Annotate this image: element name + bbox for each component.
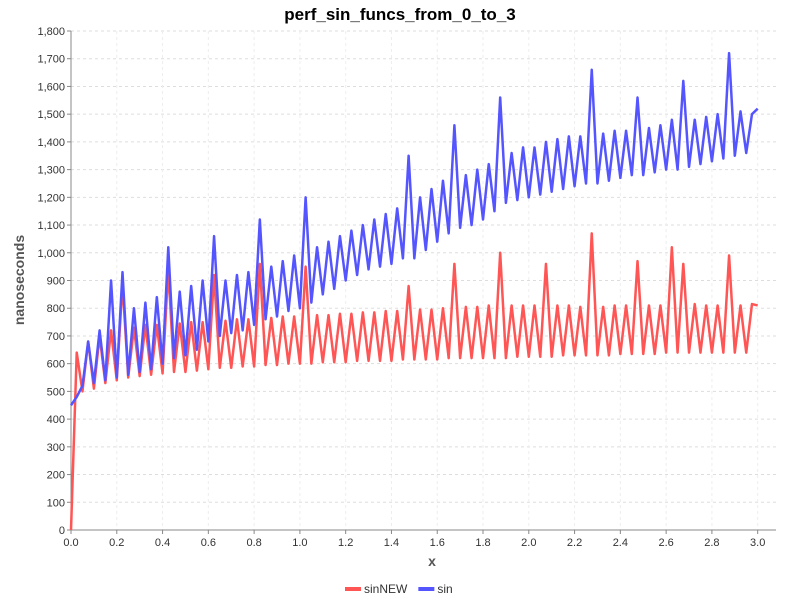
x-tick-label: 2.8 <box>704 537 719 549</box>
y-tick-label: 900 <box>47 276 65 288</box>
chart-title: perf_sin_funcs_from_0_to_3 <box>284 5 515 24</box>
x-tick-label: 0.8 <box>246 537 261 549</box>
x-tick-label: 1.2 <box>338 537 353 549</box>
series-line <box>69 51 759 406</box>
legend-label: sin <box>437 582 452 596</box>
y-tick-label: 1,700 <box>37 54 65 66</box>
x-tick-label: 1.8 <box>475 537 490 549</box>
y-tick-label: 800 <box>47 303 65 315</box>
x-tick-label: 0.0 <box>63 537 78 549</box>
x-tick-label: 1.4 <box>384 537 399 549</box>
y-tick-label: 100 <box>47 497 65 509</box>
legend-label: sinNEW <box>364 582 408 596</box>
x-tick-label: 0.2 <box>109 537 124 549</box>
x-tick-label: 3.0 <box>750 537 765 549</box>
y-tick-label: 400 <box>47 414 65 426</box>
x-tick-label: 1.0 <box>292 537 307 549</box>
y-tick-label: 1,600 <box>37 81 65 93</box>
series-line <box>69 232 758 531</box>
y-tick-label: 1,200 <box>37 192 65 204</box>
y-tick-label: 1,800 <box>37 26 65 38</box>
x-axis-label: x <box>428 553 436 569</box>
y-tick-label: 600 <box>47 359 65 371</box>
y-tick-label: 300 <box>47 442 65 454</box>
y-tick-label: 500 <box>47 386 65 398</box>
y-tick-label: 0 <box>59 525 65 537</box>
x-tick-label: 2.0 <box>521 537 536 549</box>
y-tick-label: 1,000 <box>37 248 65 260</box>
x-tick-label: 1.6 <box>430 537 445 549</box>
x-tick-label: 2.4 <box>613 537 628 549</box>
x-tick-label: 0.6 <box>201 537 216 549</box>
x-tick-label: 0.4 <box>155 537 170 549</box>
y-tick-label: 200 <box>47 470 65 482</box>
y-tick-label: 1,100 <box>37 220 65 232</box>
x-tick-label: 2.6 <box>658 537 673 549</box>
y-axis-label: nanoseconds <box>11 235 27 325</box>
x-tick-label: 2.2 <box>567 537 582 549</box>
y-tick-label: 1,500 <box>37 109 65 121</box>
y-tick-label: 700 <box>47 331 65 343</box>
y-tick-label: 1,300 <box>37 165 65 177</box>
y-tick-label: 1,400 <box>37 137 65 149</box>
